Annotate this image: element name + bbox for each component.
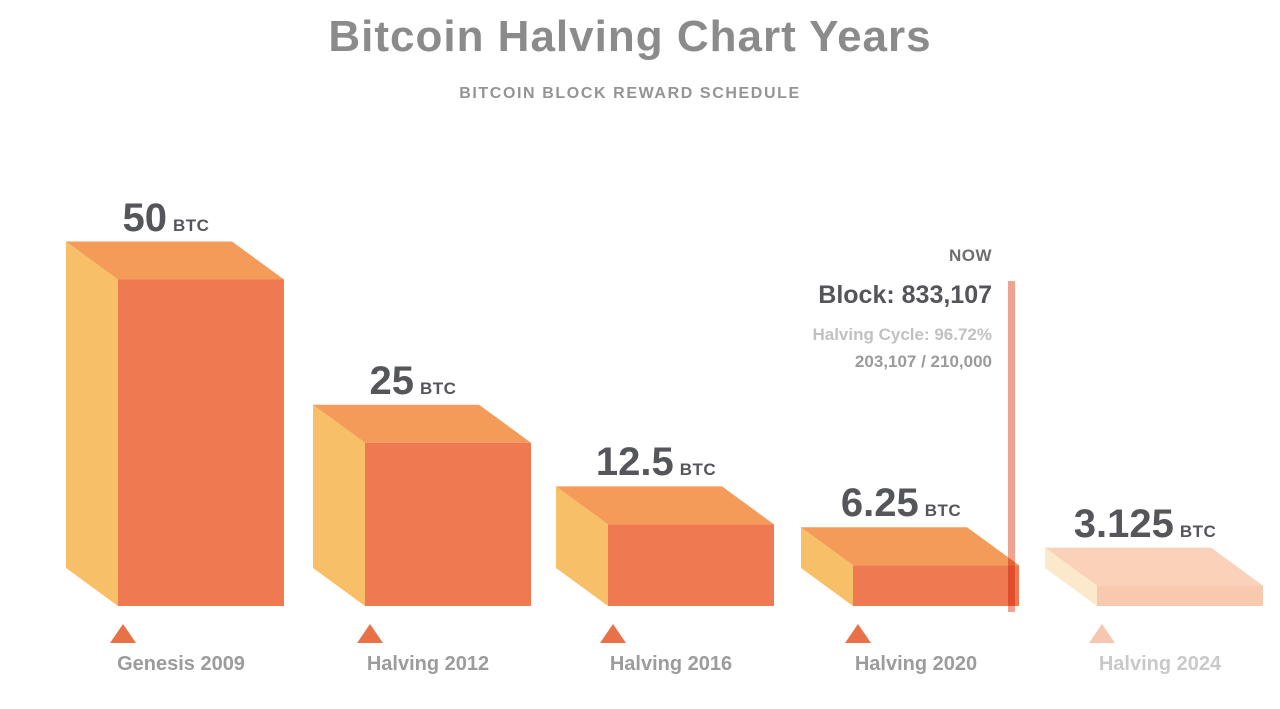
bar-unit: BTC	[1179, 521, 1217, 541]
bar-unit: BTC	[679, 460, 717, 480]
bar-front-face	[118, 279, 284, 606]
bar-top-face	[313, 404, 531, 443]
bar-period-label: Halving 2024	[1098, 653, 1222, 675]
bar-unit: BTC	[173, 215, 210, 235]
bar-top-face	[556, 486, 774, 525]
bar-front-face	[1097, 585, 1263, 606]
bar-top-face	[66, 241, 284, 280]
now-label: NOW	[948, 246, 992, 265]
page-subtitle: BITCOIN BLOCK REWARD SCHEDULE	[459, 85, 801, 102]
bar-front-face	[365, 442, 531, 606]
bar-value-label: 3.125 BTC	[1074, 504, 1217, 553]
now-block-height: Block: 833,107	[818, 281, 992, 309]
bar-unit: BTC	[924, 501, 962, 521]
bar-top-face	[801, 527, 1019, 566]
bar-value: 50	[122, 195, 168, 240]
page-title: Bitcoin Halving Chart Years	[328, 12, 932, 61]
bar-period-label: Halving 2012	[366, 653, 490, 675]
bar-period-label: Genesis 2009	[117, 653, 245, 675]
bar-value-label: 12.5 BTC	[596, 442, 716, 491]
bar-marker-triangle	[357, 624, 383, 643]
bar-value-label: 6.25 BTC	[841, 483, 961, 532]
bar-left-face	[313, 404, 365, 606]
bar-period-label: Halving 2020	[854, 653, 978, 675]
bar-value: 25	[369, 358, 415, 403]
bar-left-face	[66, 241, 118, 606]
bar-unit: BTC	[420, 378, 457, 398]
bar-top-face	[1045, 547, 1263, 586]
bar-left-face	[801, 527, 853, 606]
bar-period-label: Halving 2016	[609, 653, 733, 675]
bar-left-face	[1045, 547, 1097, 606]
bar-marker-triangle	[845, 624, 871, 643]
bar-value: 3.125	[1073, 501, 1174, 546]
bar-front-face	[853, 565, 1019, 606]
bar-marker-triangle	[600, 624, 626, 643]
bar-marker-triangle	[110, 624, 136, 643]
now-halving-cycle: Halving Cycle: 96.72%	[812, 325, 992, 344]
now-vertical-line	[1008, 281, 1015, 612]
bar-value: 6.25	[840, 481, 919, 526]
bar-front-face	[608, 524, 774, 606]
bar-value: 12.5	[595, 440, 674, 485]
bar-value-label: 25 BTC	[370, 361, 457, 410]
bar-value-label: 50 BTC	[123, 198, 210, 247]
bar-marker-triangle	[1089, 624, 1115, 643]
bar-left-face	[556, 486, 608, 606]
now-block-fraction: 203,107 / 210,000	[854, 352, 992, 371]
